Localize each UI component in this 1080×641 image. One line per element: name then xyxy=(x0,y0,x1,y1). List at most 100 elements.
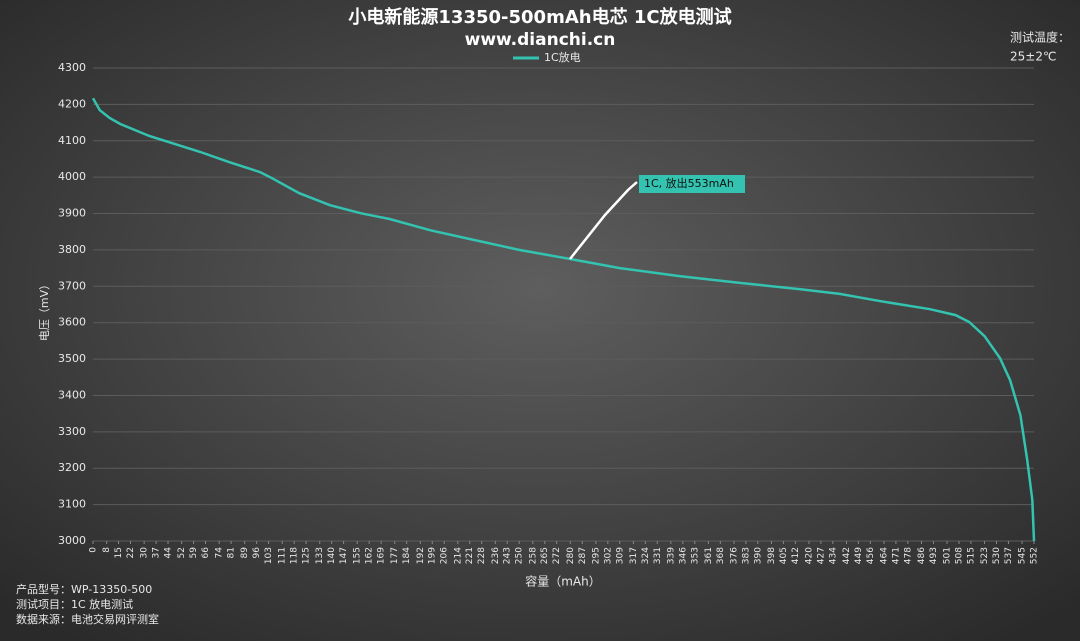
x-tick-label: 486 xyxy=(917,547,927,564)
x-tick-label: 265 xyxy=(540,547,550,564)
x-tick-label: 287 xyxy=(578,547,588,564)
temperature-value: 25±2℃ xyxy=(1010,50,1056,64)
plot-area: 3000310032003300340035003600370038003900… xyxy=(58,50,1040,564)
x-tick-label: 368 xyxy=(716,547,726,564)
note: 产品型号：WP-13350-500 xyxy=(16,582,152,596)
x-tick-label: 140 xyxy=(327,547,337,564)
y-tick-label: 3100 xyxy=(58,498,86,511)
x-tick-label: 398 xyxy=(767,547,777,564)
y-tick-label: 3900 xyxy=(58,207,86,220)
x-tick-label: 221 xyxy=(465,547,475,564)
note: 数据来源：电池交易网评测室 xyxy=(16,612,159,626)
x-tick-label: 30 xyxy=(140,547,150,559)
x-tick-label: 37 xyxy=(152,547,162,558)
annotation-leader xyxy=(569,181,638,260)
annotation-box xyxy=(639,175,745,193)
y-tick-label: 3000 xyxy=(58,534,86,547)
x-tick-label: 317 xyxy=(629,547,639,564)
x-tick-label: 52 xyxy=(177,547,187,558)
x-tick-label: 376 xyxy=(729,547,739,564)
y-tick-label: 3800 xyxy=(58,243,86,256)
x-tick-label: 346 xyxy=(678,547,688,564)
y-tick-label: 4000 xyxy=(58,170,86,183)
x-tick-label: 44 xyxy=(164,547,174,559)
x-tick-label: 192 xyxy=(416,547,426,564)
x-tick-label: 471 xyxy=(891,547,901,564)
y-tick-label: 3300 xyxy=(58,425,86,438)
x-tick-label: 228 xyxy=(477,547,487,564)
x-tick-label: 199 xyxy=(428,547,438,564)
x-tick-label: 545 xyxy=(1018,547,1028,564)
x-tick-label: 324 xyxy=(641,547,651,564)
x-tick-label: 15 xyxy=(114,547,124,558)
chart-title: 小电新能源13350-500mAh电芯 1C放电测试 xyxy=(348,6,731,28)
x-tick-label: 258 xyxy=(528,547,538,564)
x-tick-label: 427 xyxy=(816,547,826,564)
temperature-label: 测试温度： xyxy=(1010,30,1070,45)
x-tick-label: 133 xyxy=(315,547,325,564)
x-axis-label: 容量（mAh） xyxy=(525,574,601,589)
x-tick-label: 331 xyxy=(653,547,663,564)
x-tick-label: 118 xyxy=(290,547,300,564)
x-tick-label: 478 xyxy=(903,547,913,564)
y-tick-label: 4300 xyxy=(58,61,86,74)
x-tick-label: 456 xyxy=(866,547,876,564)
x-tick-label: 206 xyxy=(440,547,450,564)
x-tick-label: 103 xyxy=(264,547,274,564)
x-tick-label: 250 xyxy=(515,547,525,564)
legend-label: 1C放电 xyxy=(544,50,581,64)
x-tick-label: 295 xyxy=(591,547,601,564)
y-tick-label: 3500 xyxy=(58,352,86,365)
x-tick-label: 405 xyxy=(779,547,789,564)
x-tick-label: 537 xyxy=(1004,547,1014,564)
x-tick-label: 493 xyxy=(929,547,939,564)
y-tick-label: 3200 xyxy=(58,461,86,474)
x-tick-label: 552 xyxy=(1030,547,1040,564)
x-tick-label: 464 xyxy=(879,547,889,564)
x-tick-label: 420 xyxy=(804,547,814,564)
x-tick-label: 523 xyxy=(980,547,990,564)
note: 测试项目：1C 放电测试 xyxy=(16,597,133,611)
x-tick-label: 74 xyxy=(215,547,225,559)
x-tick-label: 184 xyxy=(402,547,412,564)
x-tick-label: 0 xyxy=(89,547,99,553)
x-tick-label: 390 xyxy=(753,547,763,564)
x-tick-label: 111 xyxy=(278,547,288,564)
y-tick-label: 3600 xyxy=(58,316,86,329)
x-tick-label: 309 xyxy=(615,547,625,564)
x-tick-label: 22 xyxy=(126,547,136,558)
y-tick-label: 3700 xyxy=(58,279,86,292)
y-axis-label: 电压（mV） xyxy=(38,279,51,341)
annotation: 1C, 放出553mAh xyxy=(644,176,734,190)
x-tick-label: 66 xyxy=(201,547,211,559)
x-tick-label: 449 xyxy=(854,547,864,564)
x-tick-label: 515 xyxy=(966,547,976,564)
x-tick-label: 508 xyxy=(954,547,964,564)
x-tick-label: 272 xyxy=(552,547,562,564)
x-tick-label: 169 xyxy=(377,547,387,564)
x-tick-label: 8 xyxy=(102,547,112,553)
x-tick-label: 59 xyxy=(189,547,199,559)
x-tick-label: 155 xyxy=(353,547,363,564)
x-tick-label: 89 xyxy=(240,547,250,559)
x-tick-label: 383 xyxy=(741,547,751,564)
x-tick-label: 162 xyxy=(365,547,375,564)
chart-subtitle: www.dianchi.cn xyxy=(465,30,616,50)
y-tick-label: 3400 xyxy=(58,388,86,401)
x-tick-label: 339 xyxy=(666,547,676,564)
x-tick-label: 412 xyxy=(791,547,801,564)
x-tick-label: 353 xyxy=(690,547,700,564)
x-tick-label: 243 xyxy=(503,547,513,564)
x-tick-label: 280 xyxy=(566,547,576,564)
x-tick-label: 501 xyxy=(943,547,953,564)
x-tick-label: 302 xyxy=(603,547,613,564)
x-tick-label: 530 xyxy=(992,547,1002,564)
x-tick-label: 125 xyxy=(302,547,312,564)
x-tick-label: 236 xyxy=(491,547,501,564)
x-tick-label: 81 xyxy=(227,547,237,558)
x-tick-label: 147 xyxy=(339,547,349,564)
y-tick-label: 4100 xyxy=(58,134,86,147)
x-tick-label: 434 xyxy=(828,547,838,564)
